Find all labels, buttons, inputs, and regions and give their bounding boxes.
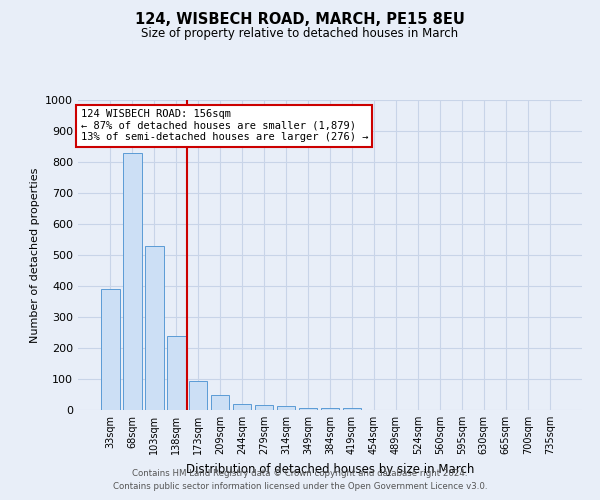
Bar [167,336,185,410]
Text: Contains HM Land Registry data © Crown copyright and database right 2024.: Contains HM Land Registry data © Crown c… [132,468,468,477]
Bar [343,408,361,410]
Text: 124, WISBECH ROAD, MARCH, PE15 8EU: 124, WISBECH ROAD, MARCH, PE15 8EU [135,12,465,28]
Bar [320,408,340,410]
Bar [123,152,142,410]
X-axis label: Distribution of detached houses by size in March: Distribution of detached houses by size … [186,462,474,475]
Text: Contains public sector information licensed under the Open Government Licence v3: Contains public sector information licen… [113,482,487,491]
Bar [255,404,274,410]
Bar [233,404,251,410]
Y-axis label: Number of detached properties: Number of detached properties [29,168,40,342]
Bar [277,406,295,410]
Bar [299,408,317,410]
Text: Size of property relative to detached houses in March: Size of property relative to detached ho… [142,28,458,40]
Bar [101,289,119,410]
Text: 124 WISBECH ROAD: 156sqm
← 87% of detached houses are smaller (1,879)
13% of sem: 124 WISBECH ROAD: 156sqm ← 87% of detach… [80,110,368,142]
Bar [189,380,208,410]
Bar [145,246,164,410]
Bar [211,394,229,410]
